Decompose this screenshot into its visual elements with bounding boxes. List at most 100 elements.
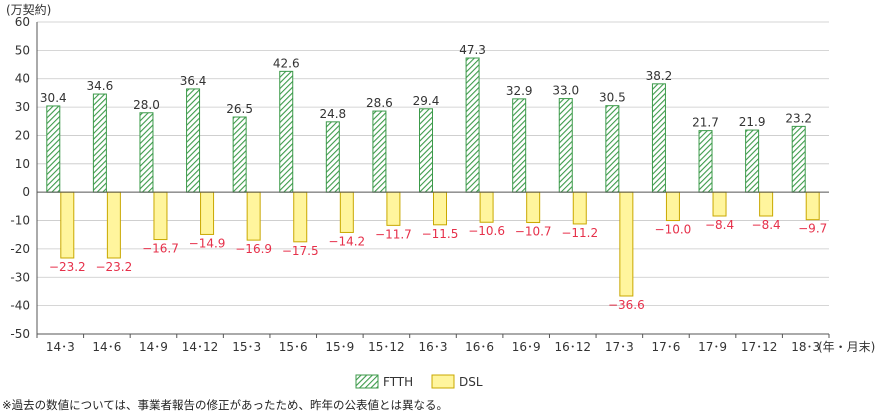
y-tick-label: 0 <box>22 185 30 199</box>
bar-ftth <box>92 93 107 193</box>
x-tick-label: 17･9 <box>698 340 727 354</box>
bar-dsl <box>619 191 634 297</box>
data-label-dsl: −9.7 <box>798 222 827 236</box>
bar-ftth <box>512 98 527 193</box>
legend-label-dsl: DSL <box>459 375 483 389</box>
bar-ftth <box>791 125 806 193</box>
data-label-dsl: −23.2 <box>49 260 86 274</box>
bar-ftth <box>279 70 294 193</box>
x-tick-label: 15･12 <box>368 340 405 354</box>
x-tick-label: 16･9 <box>512 340 541 354</box>
bar-ftth <box>419 108 433 193</box>
bar-ftth <box>372 110 387 193</box>
data-label-ftth: 26.5 <box>226 102 253 116</box>
bar-ftth <box>325 121 340 193</box>
bar-ftth <box>651 83 666 193</box>
bar-dsl <box>759 191 774 217</box>
x-tick-label: 15･9 <box>325 340 354 354</box>
bar-ftth <box>465 57 480 193</box>
data-label-dsl: −14.9 <box>189 236 226 250</box>
data-label-ftth: 36.4 <box>180 74 207 88</box>
bar-dsl <box>153 191 168 241</box>
bar-dsl <box>293 191 308 243</box>
bar-ftth <box>605 105 620 193</box>
bar-dsl <box>60 191 75 259</box>
y-tick-label: -10 <box>10 214 30 228</box>
data-label-ftth: 33.0 <box>552 84 579 98</box>
data-label-dsl: −8.4 <box>752 218 781 232</box>
data-label-ftth: 24.8 <box>319 107 346 121</box>
axes: 60 50 40 30 20 10 0 -10 -20 -30 -40 -50 14･3 14･6 14･9… <box>10 15 830 354</box>
x-tick-label: 17･6 <box>651 340 680 354</box>
data-label-ftth: 28.6 <box>366 96 393 110</box>
data-labels: 30.4 −23.2 34.6 −23.2 28.0 −16.7 36.4 −14.9 26.5… <box>40 43 827 312</box>
bar-dsl <box>246 191 261 241</box>
x-tick-label: 17･3 <box>605 340 634 354</box>
legend-label-ftth: FTTH <box>383 375 413 389</box>
bar-ftth <box>558 98 573 193</box>
legend-swatch-dsl <box>431 374 455 389</box>
data-label-ftth: 34.6 <box>87 79 114 93</box>
data-label-dsl: −11.2 <box>561 226 598 240</box>
bar-dsl <box>200 191 215 235</box>
bar-ftth <box>139 112 154 193</box>
x-tick-label: 17･12 <box>741 340 778 354</box>
x-tick-label: 14･3 <box>46 340 75 354</box>
y-tick-label: 40 <box>15 72 30 86</box>
data-label-dsl: −11.5 <box>422 227 459 241</box>
data-label-ftth: 42.6 <box>273 56 300 70</box>
bar-dsl <box>339 191 354 233</box>
x-tick-label: 14･12 <box>182 340 219 354</box>
data-label-ftth: 21.9 <box>739 115 766 129</box>
bar-dsl <box>433 191 447 226</box>
y-tick-label: -20 <box>10 242 30 256</box>
data-label-ftth: 30.4 <box>40 91 67 105</box>
bar-dsl <box>572 191 587 225</box>
data-label-ftth: 47.3 <box>459 43 486 57</box>
bar-ftth <box>46 105 61 193</box>
bar-dsl <box>526 191 541 224</box>
y-tick-label: -40 <box>10 299 30 313</box>
data-label-dsl: −10.6 <box>468 224 505 238</box>
bar-dsl <box>805 191 820 221</box>
data-label-dsl: −14.2 <box>328 234 365 248</box>
data-label-ftth: 30.5 <box>599 91 626 105</box>
data-label-dsl: −10.7 <box>515 225 552 239</box>
x-tick-label: 14･9 <box>139 340 168 354</box>
y-tick-label: -50 <box>10 327 30 341</box>
x-tick-label: 16･6 <box>465 340 494 354</box>
data-label-dsl: −16.9 <box>235 242 272 256</box>
data-label-dsl: −23.2 <box>95 260 132 274</box>
data-label-dsl: −36.6 <box>608 298 645 312</box>
y-tick-label: 50 <box>15 43 30 57</box>
x-tick-label: 16･3 <box>419 340 448 354</box>
data-label-ftth: 28.0 <box>133 98 160 112</box>
bar-dsl <box>712 191 727 217</box>
bar-dsl <box>665 191 680 222</box>
footnote: ※過去の数値については、事業者報告の修正があったため、昨年の公表値とは異なる。 <box>2 398 448 412</box>
bar-ftth <box>186 88 201 193</box>
x-tick-label: 14･6 <box>92 340 121 354</box>
data-label-dsl: −16.7 <box>142 242 179 256</box>
bar-dsl <box>479 191 494 223</box>
bar-ftth <box>232 116 247 193</box>
data-label-dsl: −11.7 <box>375 227 412 241</box>
data-label-ftth: 38.2 <box>646 69 673 83</box>
y-tick-label: 30 <box>15 100 30 114</box>
y-tick-label: -30 <box>10 270 30 284</box>
data-label-ftth: 21.7 <box>692 116 719 130</box>
y-axis-unit-label: (万契約) <box>6 2 51 17</box>
bar-dsl <box>106 191 121 259</box>
data-label-dsl: −10.0 <box>655 223 692 237</box>
x-tick-label: 15･3 <box>232 340 261 354</box>
data-label-ftth: 23.2 <box>785 111 812 125</box>
y-tick-label: 20 <box>15 128 30 142</box>
y-tick-label: 60 <box>15 15 30 29</box>
x-tick-label: 15･6 <box>279 340 308 354</box>
y-tick-label: 10 <box>15 157 30 171</box>
legend: FTTH DSL <box>355 374 483 389</box>
bar-dsl <box>386 191 401 226</box>
data-label-dsl: −17.5 <box>282 244 319 258</box>
bars <box>46 57 820 297</box>
